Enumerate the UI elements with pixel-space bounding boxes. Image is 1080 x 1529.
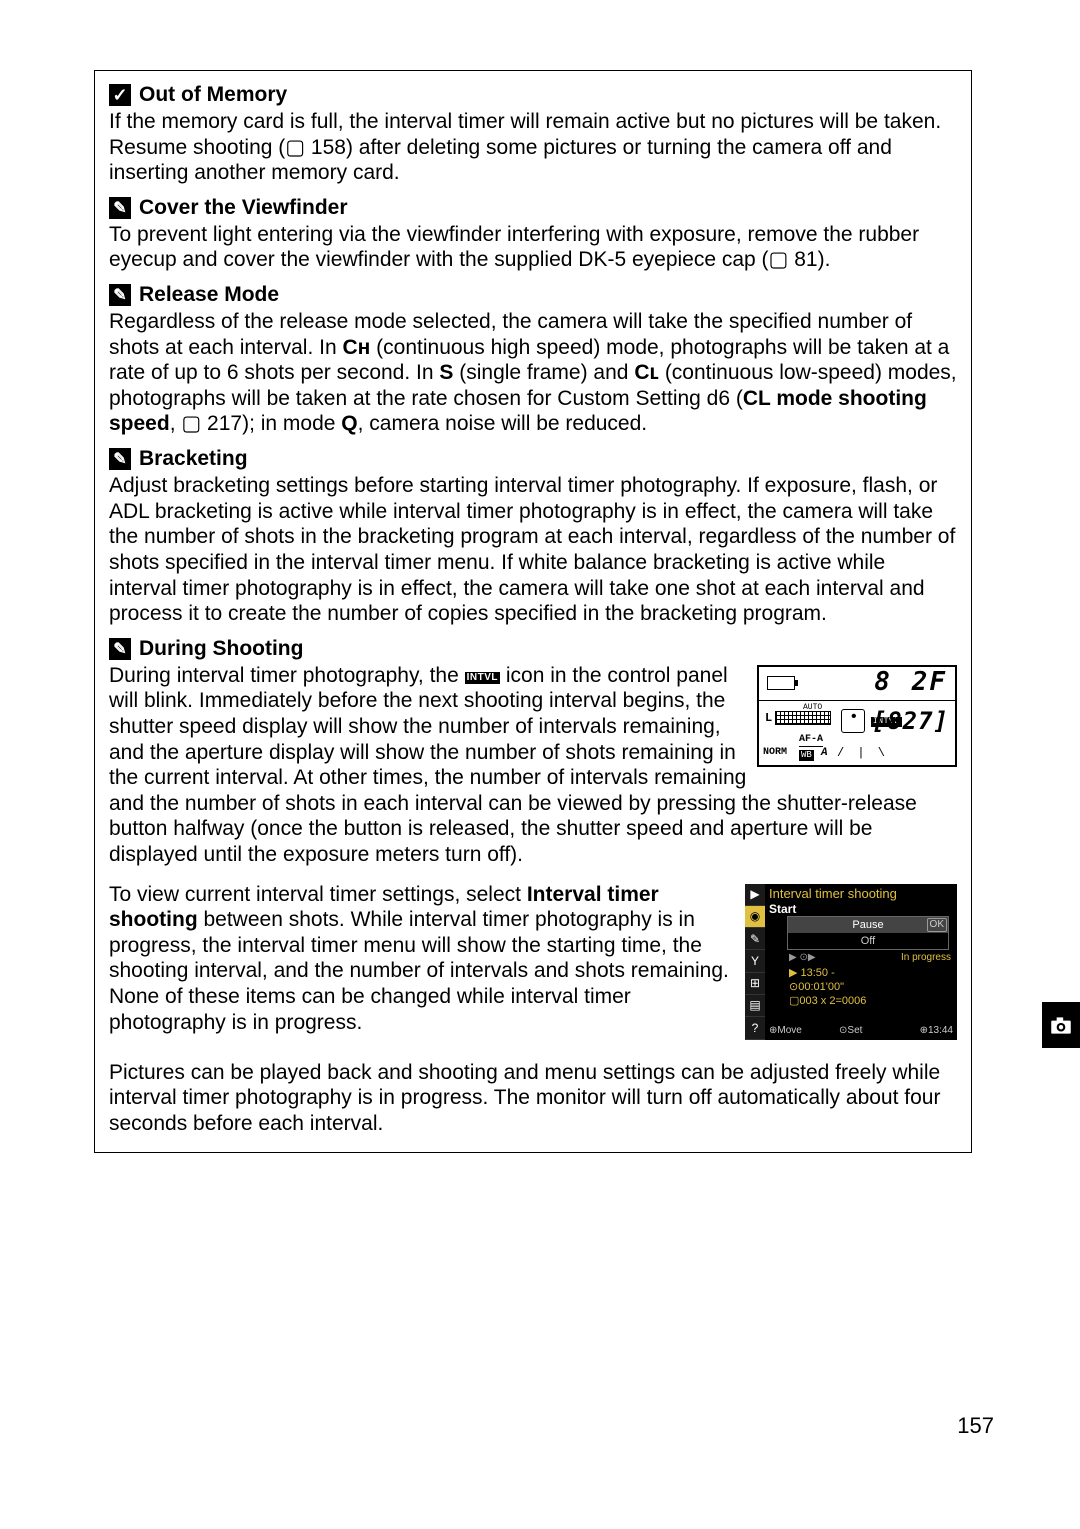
menu-data-block: ▶ 13:50 - ⊙00:01'00" ▢003 x 2=0006: [789, 966, 866, 1008]
cp-l-indicator: L: [765, 711, 772, 726]
menu-title: Interval timer shooting: [769, 886, 897, 902]
cp-norm-label: NORM: [763, 747, 787, 759]
menu-options-box: Pause Off: [787, 916, 949, 950]
cp-seg-8: 8: [874, 667, 892, 697]
side-tab-camera: [1042, 1002, 1080, 1048]
section-release-mode: Release Mode Regardless of the release m…: [109, 283, 957, 437]
menu-count: ▢003 x 2=0006: [789, 994, 866, 1008]
menu-tab-pencil: ✎: [745, 928, 765, 950]
heading-text: Bracketing: [139, 447, 248, 471]
menu-foot-set: ⊙Set: [839, 1025, 862, 1037]
cp-bottom-row: L AUTO INTVL [827] NORM AF-A WB A / | \: [759, 701, 955, 765]
menu-left-tabs: ▶ ◉ ✎ Y ⊞ ▤ ?: [745, 884, 765, 1040]
cp-seg-top: 8 2F: [874, 667, 947, 699]
during-shooting-p2: To view current interval timer settings,…: [109, 883, 729, 1034]
camera-icon: [1048, 1012, 1074, 1038]
page-content-frame: Out of Memory If the memory card is full…: [94, 70, 972, 1153]
during-shooting-p2-wrap: ▶ ◉ ✎ Y ⊞ ▤ ? Interval timer shooting St…: [109, 882, 957, 1046]
during-shooting-p1-wrap: 8 2F L AUTO INTVL [827] NORM AF-A WB A /…: [109, 663, 957, 868]
heading-release-mode: Release Mode: [109, 283, 957, 307]
heading-text: Cover the Viewfinder: [139, 196, 348, 220]
pencil-icon: [109, 284, 131, 306]
section-out-of-memory: Out of Memory If the memory card is full…: [109, 83, 957, 186]
menu-tab-play: ▶: [745, 884, 765, 906]
menu-arrow-row: ▶ ⊙▶: [789, 952, 816, 964]
heading-cover-viewfinder: Cover the Viewfinder: [109, 196, 957, 220]
cp-tick-marks: / | \: [837, 746, 888, 761]
menu-tab-retouch: ⊞: [745, 973, 765, 995]
menu-tab-camera: ◉: [745, 906, 765, 928]
body-out-of-memory: If the memory card is full, the interval…: [109, 109, 957, 186]
cp-seg-2f: 2F: [912, 667, 947, 697]
heading-during-shooting: During Shooting: [109, 637, 957, 661]
battery-icon: [767, 676, 795, 690]
heading-text: Release Mode: [139, 283, 279, 307]
menu-interval: ⊙00:01'00": [789, 980, 866, 994]
cp-af-label: AF-A: [799, 734, 823, 747]
section-bracketing: Bracketing Adjust bracketing settings be…: [109, 447, 957, 627]
during-shooting-p3: Pictures can be played back and shooting…: [109, 1060, 957, 1137]
menu-ok-badge: OK: [927, 918, 947, 932]
pencil-icon: [109, 638, 131, 660]
menu-tab-help: ?: [745, 1017, 765, 1039]
heading-text: Out of Memory: [139, 83, 287, 107]
cp-wb-label: WB: [799, 750, 814, 761]
body-bracketing: Adjust bracketing settings before starti…: [109, 473, 957, 627]
pencil-icon: [109, 448, 131, 470]
menu-row-off: Off: [788, 933, 948, 949]
heading-out-of-memory: Out of Memory: [109, 83, 957, 107]
heading-bracketing: Bracketing: [109, 447, 957, 471]
cp-top-row: 8 2F: [759, 667, 955, 701]
control-panel-illustration: 8 2F L AUTO INTVL [827] NORM AF-A WB A /…: [757, 665, 957, 767]
body-cover-viewfinder: To prevent light entering via the viewfi…: [109, 222, 957, 273]
body-release-mode: Regardless of the release mode selected,…: [109, 309, 957, 437]
section-cover-viewfinder: Cover the Viewfinder To prevent light en…: [109, 196, 957, 273]
cp-meter-icon: [841, 709, 865, 733]
heading-text: During Shooting: [139, 637, 303, 661]
menu-screenshot: ▶ ◉ ✎ Y ⊞ ▤ ? Interval timer shooting St…: [745, 884, 957, 1040]
menu-row-pause: Pause: [788, 917, 948, 933]
menu-foot-move: ⊕Move: [769, 1025, 802, 1037]
menu-foot-time: ⊕13:44: [920, 1025, 953, 1037]
menu-tab-y: Y: [745, 950, 765, 972]
cp-a-label: A: [821, 747, 828, 760]
menu-time: ▶ 13:50 -: [789, 966, 866, 980]
menu-footer: ⊕Move ⊙Set ⊕13:44: [769, 1025, 953, 1037]
pencil-icon: [109, 197, 131, 219]
check-icon: [109, 84, 131, 106]
cp-seg-827: [827]: [872, 707, 949, 736]
section-during-shooting: During Shooting 8 2F L AUTO INTVL: [109, 637, 957, 1137]
page-number: 157: [957, 1413, 994, 1439]
menu-tab-recent: ▤: [745, 995, 765, 1017]
menu-start-label: Start: [769, 902, 796, 917]
menu-in-progress: In progress: [901, 952, 951, 964]
